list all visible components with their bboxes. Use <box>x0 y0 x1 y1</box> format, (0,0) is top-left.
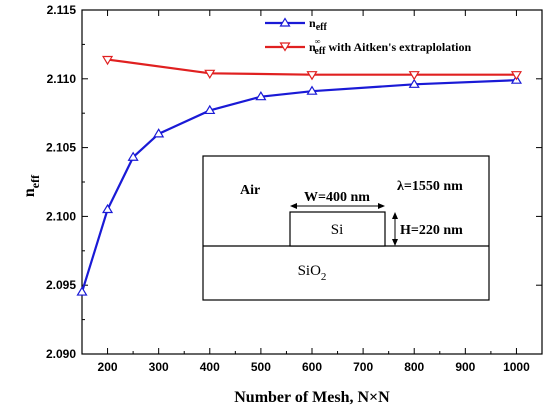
series-1-point-0 <box>101 55 114 66</box>
series-1-point-2 <box>306 71 318 81</box>
x-tick-label-1: 300 <box>149 360 169 374</box>
x-tick-label-5: 700 <box>353 360 373 374</box>
height-arrow <box>392 212 398 246</box>
legend-label-1: n∞ eff with Aitken's extraplolation <box>309 37 472 57</box>
y-tick-label-3: 2.105 <box>46 141 76 155</box>
x-tick-label-4: 600 <box>302 360 322 374</box>
series-0-point-7 <box>408 78 420 88</box>
height-label: H=220 nm <box>400 223 463 238</box>
x-tick-label-6: 800 <box>404 360 424 374</box>
series-0-point-4 <box>204 104 216 115</box>
y-tick-label-5: 2.115 <box>47 3 77 17</box>
series-layer <box>76 55 523 296</box>
legend-marker-1 <box>279 42 291 52</box>
x-axis: 200 300 400 500 600 700 800 900 1000 <box>98 10 530 374</box>
legend-label-0: neff <box>309 16 327 33</box>
series-0-point-5 <box>255 91 267 101</box>
x-tick-label-8: 1000 <box>503 360 530 374</box>
series-1-point-4 <box>510 71 523 81</box>
series-0-point-0 <box>76 286 88 296</box>
width-arrow <box>290 203 385 209</box>
x-tick-label-7: 900 <box>455 360 475 374</box>
wavelength-label: λ=1550 nm <box>397 179 463 194</box>
inset-diagram: Air Si λ=1550 nm W=400 nm H=220 nm SiO2 <box>202 155 490 301</box>
legend-marker-0 <box>279 17 291 27</box>
x-tick-label-0: 200 <box>98 360 118 374</box>
si-core <box>289 211 386 247</box>
y-tick-label-1: 2.095 <box>46 278 76 292</box>
legend: neff n∞ eff with Aitken's extraplolation <box>265 16 472 57</box>
y-tick-label-2: 2.100 <box>46 209 76 223</box>
x-axis-title: Number of Mesh, N×N <box>234 389 390 406</box>
y-axis-title-sub: eff <box>28 174 42 188</box>
series-0-point-2 <box>127 151 139 161</box>
y-axis-title-main: n <box>21 188 38 197</box>
substrate-label: SiO2 <box>298 263 327 283</box>
x-tick-label-2: 400 <box>200 360 220 374</box>
y-tick-label-0: 2.090 <box>46 347 76 361</box>
x-tick-label-3: 500 <box>251 360 271 374</box>
series-0-point-6 <box>306 85 318 95</box>
air-label: Air <box>240 183 260 198</box>
series-1-point-1 <box>204 69 216 79</box>
si-label: Si <box>331 222 344 238</box>
y-axis: 2.090 2.095 2.100 2.105 2.110 2.115 <box>46 3 542 361</box>
series-0-point-3 <box>153 128 165 138</box>
series-1-point-3 <box>408 71 420 81</box>
width-label: W=400 nm <box>304 190 370 205</box>
y-tick-label-4: 2.110 <box>47 72 77 86</box>
series-0-point-1 <box>101 203 114 214</box>
svg-text:neff: neff <box>21 174 42 197</box>
y-axis-title: neff <box>21 174 42 197</box>
